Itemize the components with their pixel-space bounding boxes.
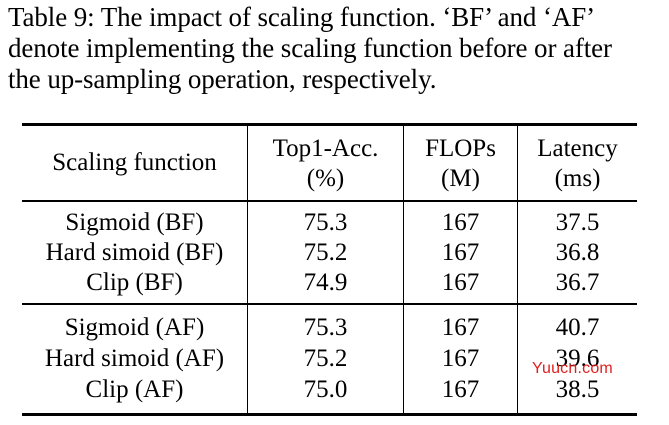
row-latency: 39.6 [555,345,600,372]
header-top1-acc-unit: (%) [306,165,345,192]
row-latency: 36.8 [555,239,600,266]
row-flops: 167 [441,209,480,236]
header-flops-unit: (M) [441,165,480,192]
row-name: Clip (BF) [86,269,183,296]
row-name: Hard simoid (AF) [44,345,225,372]
column-divider-1 [247,126,248,200]
watermark-text: Yuucn.com [532,360,613,377]
row-flops: 167 [441,269,480,296]
column-divider-1 [247,202,248,303]
column-divider-1 [247,305,248,413]
results-table: Scaling function Top1-Acc. (%) FLOPs (M)… [22,123,637,417]
header-latency: Latency [537,135,618,162]
row-latency: 38.5 [555,376,600,403]
bottom-rule [22,413,637,416]
header-flops: FLOPs [425,135,496,162]
row-latency: 36.7 [555,269,600,296]
row-flops: 167 [441,314,480,341]
header-rule [22,200,637,202]
row-name: Clip (AF) [85,376,184,403]
row-name: Hard simoid (BF) [45,239,224,266]
table-caption: Table 9: The impact of scaling function.… [8,2,663,95]
row-latency: 40.7 [555,314,600,341]
column-divider-2 [403,126,404,200]
row-flops: 167 [441,239,480,266]
row-acc: 74.9 [303,269,348,296]
header-latency-unit: (ms) [554,165,601,192]
header-top1-acc: Top1-Acc. [272,135,379,162]
row-latency: 37.5 [555,209,600,236]
row-acc: 75.3 [303,314,348,341]
row-acc: 75.0 [303,376,348,403]
column-divider-3 [517,202,518,303]
caption-line-3: the up-sampling operation, respectively. [8,64,437,94]
header-scaling-function: Scaling function [52,149,217,176]
column-divider-3 [517,126,518,200]
row-name: Sigmoid (AF) [64,314,205,341]
row-acc: 75.3 [303,209,348,236]
top-rule [22,123,637,126]
row-name: Sigmoid (BF) [65,209,204,236]
column-divider-3 [517,305,518,413]
row-acc: 75.2 [303,239,348,266]
row-acc: 75.2 [303,345,348,372]
caption-line-1: Table 9: The impact of scaling function.… [8,2,596,32]
caption-line-2: denote implementing the scaling function… [8,33,612,63]
row-flops: 167 [441,376,480,403]
column-divider-2 [403,202,404,303]
row-flops: 167 [441,345,480,372]
column-divider-2 [403,305,404,413]
group-rule [22,303,637,305]
